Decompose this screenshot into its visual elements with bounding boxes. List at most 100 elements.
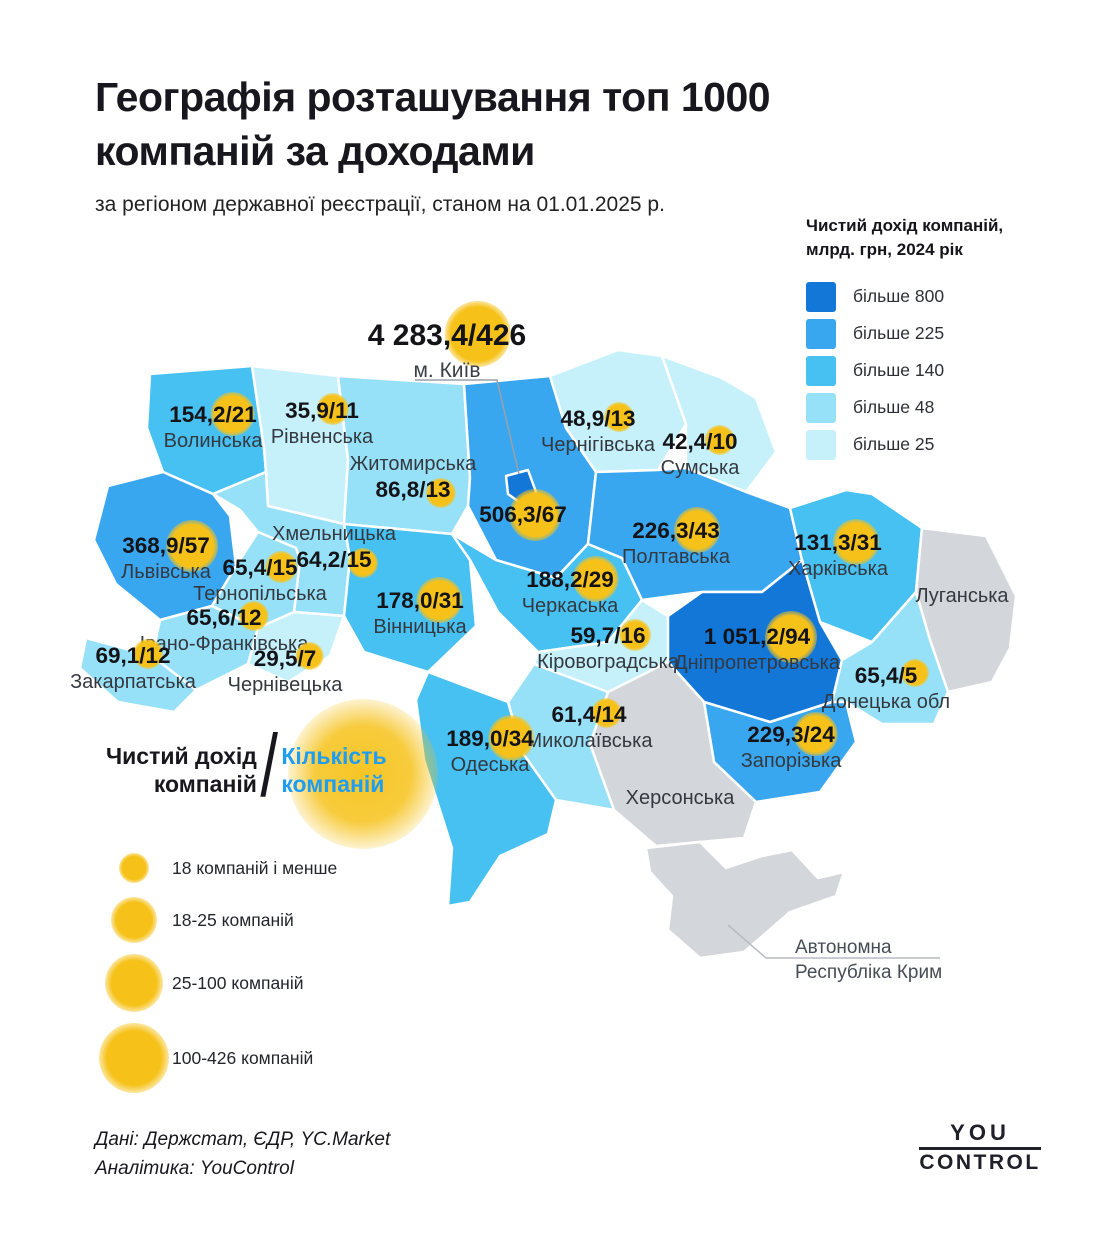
region-crimea bbox=[644, 840, 846, 960]
company-count-bubble bbox=[764, 611, 817, 663]
bubble-cell bbox=[98, 954, 170, 1012]
region-name: м. Київ bbox=[413, 359, 481, 383]
region-name: Сумська bbox=[660, 456, 740, 479]
company-count-bubble bbox=[704, 425, 735, 455]
ratio-legend-count: Кількість компаній bbox=[281, 742, 387, 798]
youcontrol-logo: YOU CONTROL bbox=[919, 1120, 1041, 1175]
region-value: 65,4/5 bbox=[854, 663, 918, 688]
color-legend: Чистий дохід компаній, млрд. грн, 2024 р… bbox=[806, 214, 1003, 467]
company-count-bubble bbox=[348, 548, 379, 578]
region-value: 48,9/13 bbox=[560, 406, 636, 431]
company-count-bubble bbox=[591, 698, 622, 728]
region-name: Автономна Республіка Крим bbox=[795, 936, 943, 984]
label-chernihiv: 48,9/13 Чернігівська bbox=[541, 402, 655, 457]
region-value: 65,4/15 bbox=[222, 555, 298, 580]
label-kyiv-city: 4 283,4/426 м. Київ bbox=[368, 301, 526, 384]
logo-text-control: CONTROL bbox=[919, 1151, 1041, 1174]
region-value: 506,3/67 bbox=[479, 502, 567, 527]
company-count-bubble bbox=[445, 301, 512, 367]
region-name: Волинська bbox=[163, 429, 263, 452]
sources-line: Дані: Держстат, ЄДР, YC.Market bbox=[95, 1129, 391, 1150]
region-value: 35,9/11 bbox=[285, 398, 359, 423]
legend-item: більше 800 bbox=[806, 281, 1003, 312]
region-value: 188,2/29 bbox=[526, 567, 614, 592]
region-name: Миколаївська bbox=[525, 729, 653, 752]
label-crimea: Автономна Республіка Крим bbox=[795, 912, 942, 1007]
company-count-bubble bbox=[132, 639, 163, 669]
region-kherson bbox=[588, 660, 758, 848]
region-name: Вінницька bbox=[373, 615, 467, 638]
logo-text-you: YOU bbox=[950, 1120, 1010, 1145]
region-value: 86,8/13 bbox=[375, 476, 451, 502]
bubble-dot bbox=[105, 954, 163, 1012]
region-value: 189,0/34 bbox=[446, 726, 534, 751]
label-vinnytsia: 178,0/31 Вінницька bbox=[373, 577, 467, 639]
analytics-line: Аналітика: YouControl bbox=[95, 1157, 294, 1179]
region-value: 61,4/14 bbox=[551, 702, 627, 727]
region-name: Одеська bbox=[450, 753, 530, 776]
bubble-cell bbox=[98, 897, 170, 943]
bubble-dot bbox=[119, 853, 149, 883]
region-name: Івано-Франківська bbox=[139, 632, 309, 655]
legend-item: більше 140 bbox=[806, 355, 1003, 386]
region-name: Луганська bbox=[915, 585, 1009, 607]
legend-swatch bbox=[806, 429, 836, 460]
company-count-bubble bbox=[238, 601, 269, 631]
bubble-cell bbox=[98, 853, 170, 883]
bubble-dot bbox=[99, 1023, 169, 1093]
legend-swatch bbox=[806, 318, 836, 349]
company-count-bubble bbox=[901, 659, 930, 687]
legend-title: Чистий дохід компаній, млрд. грн, 2024 р… bbox=[806, 216, 1004, 259]
label-zaporizhzhia: 229,3/24 Запорізька bbox=[741, 712, 841, 773]
legend-swatch bbox=[806, 392, 836, 423]
region-value: 64,2/15 bbox=[296, 546, 372, 572]
bubble-legend-item: 100-426 компаній bbox=[98, 1023, 337, 1093]
region-name: Тернопільська bbox=[193, 582, 327, 605]
region-value: 131,3/31 bbox=[794, 530, 882, 555]
region-name: Дніпропетровська bbox=[674, 651, 840, 674]
label-ivano-frankivsk: 65,6/12 Івано-Франківська bbox=[139, 601, 309, 656]
company-count-bubble bbox=[416, 577, 463, 623]
region-value: 226,3/43 bbox=[632, 518, 720, 543]
region-value: 65,6/12 bbox=[186, 605, 262, 630]
label-sumy: 42,4/10 Сумська bbox=[660, 425, 740, 480]
company-count-bubble bbox=[618, 619, 651, 651]
company-count-bubble bbox=[832, 519, 879, 565]
label-zhytomyr: Житомирська 86,8/13 bbox=[350, 452, 476, 508]
label-cherkasy: 188,2/29 Черкаська bbox=[522, 556, 619, 618]
label-kherson: Херсонська bbox=[626, 786, 735, 811]
legend-label: більше 48 bbox=[853, 397, 935, 418]
label-luhansk: Луганська bbox=[915, 584, 1008, 609]
company-count-bubble bbox=[165, 520, 218, 572]
company-count-bubble bbox=[572, 556, 619, 602]
region-name: Чернівецька bbox=[227, 673, 343, 696]
legend-label: більше 25 bbox=[853, 434, 935, 455]
company-count-bubble bbox=[317, 393, 350, 425]
company-count-bubble bbox=[793, 712, 838, 756]
crimea-callout-line bbox=[727, 924, 940, 959]
page-subtitle: за регіоном державної реєстрації, станом… bbox=[95, 193, 665, 217]
legend-item: більше 25 bbox=[806, 429, 1003, 460]
company-count-bubble bbox=[210, 392, 255, 436]
region-name: Чернігівська bbox=[541, 433, 655, 456]
bubble-legend-item: 25-100 компаній bbox=[98, 954, 337, 1012]
legend-item: більше 48 bbox=[806, 392, 1003, 423]
legend-swatch bbox=[806, 281, 836, 312]
region-name: Полтавська bbox=[622, 545, 730, 568]
region-name: Харківська bbox=[788, 557, 888, 580]
region-value: 229,3/24 bbox=[747, 722, 835, 747]
legend-swatch bbox=[806, 355, 836, 386]
company-count-bubble bbox=[295, 642, 324, 670]
legend-label: більше 800 bbox=[853, 286, 945, 307]
company-count-bubble bbox=[288, 699, 438, 849]
label-rivne: 35,9/11 Рівненська bbox=[271, 393, 373, 449]
region-value: 178,0/31 bbox=[376, 588, 464, 613]
ratio-legend-revenue: Чистий дохід компаній bbox=[106, 742, 257, 798]
region-value: 42,4/10 bbox=[662, 429, 738, 454]
label-khmelnytsky: Хмельницька 64,2/15 bbox=[272, 522, 396, 578]
label-odesa: 189,0/34 Одеська bbox=[446, 715, 534, 777]
company-count-bubble bbox=[603, 402, 634, 432]
kyiv-callout-line bbox=[415, 379, 520, 475]
page-title: Географія розташування топ 1000 компаній… bbox=[95, 74, 771, 175]
